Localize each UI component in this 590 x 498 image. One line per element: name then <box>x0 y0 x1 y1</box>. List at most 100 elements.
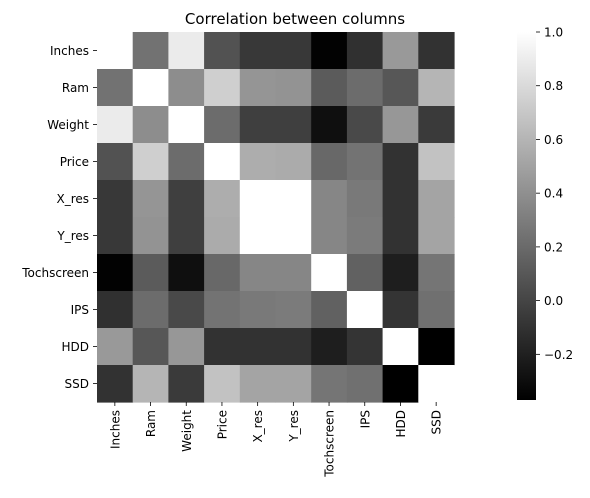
heatmap-cell <box>97 291 134 329</box>
heatmap-cell <box>204 254 241 292</box>
heatmap-cell <box>132 32 169 70</box>
column-label: Y_res <box>287 410 301 443</box>
heatmap-cell <box>168 32 205 70</box>
column-label: SSD <box>430 410 444 434</box>
heatmap-cell <box>275 106 312 144</box>
heatmap-cell <box>418 69 455 107</box>
heatmap-cell <box>239 328 277 366</box>
heatmap-cell <box>97 143 134 181</box>
heatmap-cell <box>168 106 205 144</box>
colorbar-gradient <box>517 32 536 400</box>
heatmap-cell <box>382 106 419 144</box>
heatmap-cell <box>311 32 348 70</box>
column-label: HDD <box>394 410 408 438</box>
heatmap-cell <box>418 143 455 181</box>
heatmap-cell <box>382 32 419 70</box>
heatmap-cell <box>311 143 348 181</box>
heatmap-cell <box>275 69 312 107</box>
column-label: Tochscreen <box>323 410 337 478</box>
heatmap-cell <box>132 328 169 366</box>
heatmap-cell <box>168 69 205 107</box>
heatmap-cell <box>382 143 419 181</box>
row-label: Tochscreen <box>21 266 89 280</box>
heatmap-cell <box>346 143 384 181</box>
column-labels: Inches Ram Weight Price X_res Y_res Tochscreen… <box>108 402 444 478</box>
colorbar-tick-label: 0.4 <box>544 187 563 201</box>
column-label: Ram <box>144 410 158 437</box>
heatmap-cell <box>418 328 455 366</box>
heatmap-cell <box>97 365 134 403</box>
heatmap-cell <box>132 291 169 329</box>
heatmap-cell <box>346 328 384 366</box>
heatmap-cell <box>239 180 277 218</box>
heatmap-cell <box>239 143 277 181</box>
heatmap-cell <box>275 143 312 181</box>
colorbar-tick-label: 0.2 <box>544 240 563 254</box>
heatmap-cell <box>239 291 277 329</box>
heatmap-cell <box>168 254 205 292</box>
heatmap-cell <box>239 217 277 255</box>
heatmap-cell <box>382 365 419 403</box>
row-label: X_res <box>56 192 89 206</box>
column-label: Price <box>215 410 229 439</box>
row-label: Inches <box>50 44 89 58</box>
heatmap-cell <box>275 254 312 292</box>
chart-title: Correlation between columns <box>185 10 405 28</box>
heatmap-cell <box>132 69 169 107</box>
heatmap-cell <box>382 254 419 292</box>
heatmap-cell <box>204 328 241 366</box>
heatmap-cell <box>311 217 348 255</box>
column-label: IPS <box>358 410 372 428</box>
heatmap-cell <box>346 291 384 329</box>
heatmap-cell <box>204 180 241 218</box>
heatmap-cell <box>382 217 419 255</box>
heatmap-cell <box>97 106 134 144</box>
heatmap-cell <box>97 254 134 292</box>
heatmap-cell <box>132 180 169 218</box>
heatmap-cell <box>418 106 455 144</box>
heatmap-cell <box>239 69 277 107</box>
heatmap-cell <box>204 217 241 255</box>
heatmap-cell <box>97 69 134 107</box>
heatmap-cell <box>418 254 455 292</box>
colorbar-tick-label: 0.0 <box>544 294 563 308</box>
heatmap-cell <box>418 217 455 255</box>
heatmap-cell <box>346 365 384 403</box>
heatmap-cell <box>204 291 241 329</box>
column-label: Inches <box>108 410 122 449</box>
heatmap-cell <box>346 217 384 255</box>
heatmap-cell <box>418 180 455 218</box>
heatmap-cell <box>311 106 348 144</box>
heatmap-cells <box>97 32 455 403</box>
heatmap-cell <box>132 217 169 255</box>
heatmap-cell <box>97 328 134 366</box>
heatmap-cell <box>346 32 384 70</box>
heatmap-cell <box>168 180 205 218</box>
heatmap-cell <box>239 32 277 70</box>
colorbar-tick-label: 0.6 <box>544 133 563 147</box>
heatmap-cell <box>97 32 134 70</box>
row-label: HDD <box>61 340 89 354</box>
heatmap-cell <box>168 217 205 255</box>
heatmap-cell <box>132 254 169 292</box>
column-label: Weight <box>180 410 194 452</box>
heatmap-cell <box>382 69 419 107</box>
heatmap-cell <box>168 143 205 181</box>
column-label: X_res <box>251 410 265 443</box>
heatmap-cell <box>346 254 384 292</box>
heatmap-cell <box>275 217 312 255</box>
heatmap-cell <box>239 106 277 144</box>
heatmap-cell <box>418 365 455 403</box>
heatmap-cell <box>275 180 312 218</box>
heatmap-cell <box>311 328 348 366</box>
row-label: SSD <box>65 377 89 391</box>
heatmap-cell <box>132 106 169 144</box>
heatmap-cell <box>275 365 312 403</box>
heatmap-cell <box>204 143 241 181</box>
heatmap-cell <box>204 32 241 70</box>
colorbar-tick-label: 0.8 <box>544 79 563 93</box>
heatmap-cell <box>382 180 419 218</box>
heatmap-cell <box>311 180 348 218</box>
row-label: Y_res <box>56 229 89 243</box>
